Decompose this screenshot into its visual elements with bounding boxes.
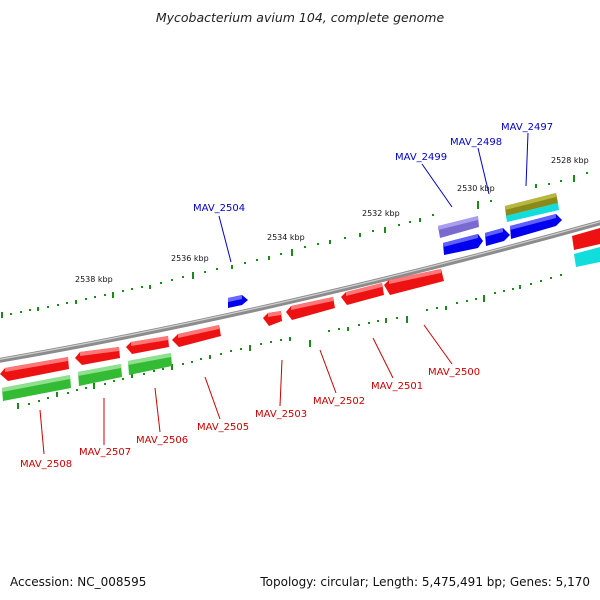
label-MAV_2501: MAV_2501 <box>371 381 423 392</box>
inner-tick-ring <box>17 285 521 409</box>
label-MAV_2497: MAV_2497 <box>501 122 553 133</box>
reverse-genes <box>0 269 444 401</box>
scale-label-2536: 2536 kbp <box>171 254 209 263</box>
genome-backbone <box>0 220 600 363</box>
map-title: Mycobacterium avium 104, complete genome <box>156 10 445 25</box>
label-MAV_2507: MAV_2507 <box>79 447 131 458</box>
gene-MAV_2504[interactable] <box>228 295 248 308</box>
accession-text: Accession: NC_008595 <box>10 575 146 589</box>
gene-MAV_2498[interactable] <box>485 228 510 246</box>
label-MAV_2502: MAV_2502 <box>313 396 365 407</box>
label-MAV_2508: MAV_2508 <box>20 459 72 470</box>
label-MAV_2505: MAV_2505 <box>197 422 249 433</box>
gene-MAV_2501[interactable] <box>341 283 384 305</box>
gene-MAV_2507[interactable] <box>75 347 122 386</box>
outer-tick-ring <box>1 175 575 318</box>
label-MAV_2503: MAV_2503 <box>255 409 307 420</box>
label-MAV_2499: MAV_2499 <box>395 152 447 163</box>
gene-MAV_2499[interactable] <box>438 216 479 238</box>
gene-MAV_2503[interactable] <box>263 311 282 326</box>
outer-tick-dots <box>10 172 588 315</box>
label-MAV_2506: MAV_2506 <box>136 435 188 446</box>
inner-tick-dots <box>28 274 562 405</box>
gene-MAV_2505[interactable] <box>172 325 221 347</box>
scale-label-2532: 2532 kbp <box>362 209 400 218</box>
label-MAV_2500: MAV_2500 <box>428 367 480 378</box>
gene-MAV_2499-lower[interactable] <box>443 234 483 255</box>
gene-MAV_2500[interactable] <box>384 269 444 295</box>
label-MAV_2504: MAV_2504 <box>193 203 245 214</box>
scale-label-2538: 2538 kbp <box>75 275 113 284</box>
scale-label-2528: 2528 kbp <box>551 156 589 165</box>
scale-label-2530: 2530 kbp <box>457 184 495 193</box>
reverse-label-leaders <box>39 324 453 455</box>
forward-genes <box>228 193 600 308</box>
scale-label-2534: 2534 kbp <box>267 233 305 242</box>
gene-MAV_2502[interactable] <box>286 297 335 320</box>
forward-label-leaders <box>218 132 529 263</box>
gene-MAV_2508[interactable] <box>0 357 71 401</box>
label-MAV_2498: MAV_2498 <box>450 137 502 148</box>
gene-edge-right <box>572 228 600 267</box>
genome-summary-text: Topology: circular; Length: 5,475,491 bp… <box>259 575 590 589</box>
gene-MAV_2497[interactable] <box>505 193 562 239</box>
genome-backbone-highlight <box>0 221 600 360</box>
gene-MAV_2506[interactable] <box>126 336 172 375</box>
